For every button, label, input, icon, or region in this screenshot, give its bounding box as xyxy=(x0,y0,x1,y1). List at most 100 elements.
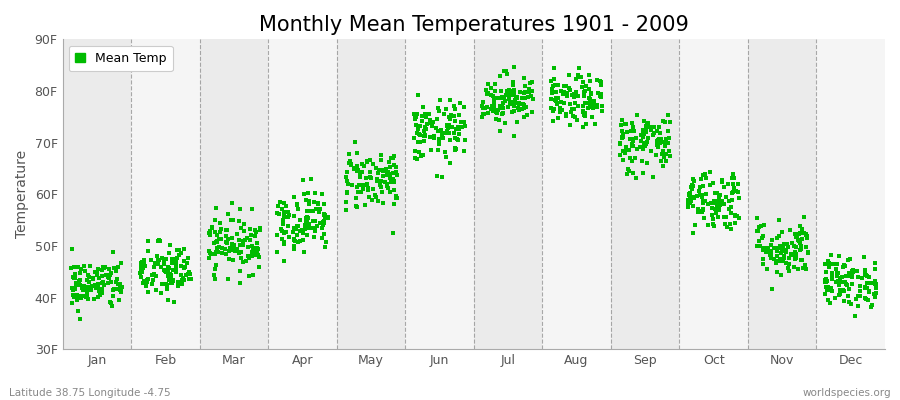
Point xyxy=(637,131,652,138)
Point xyxy=(825,276,840,283)
Point xyxy=(207,229,221,235)
Point xyxy=(860,280,874,286)
Point xyxy=(241,244,256,250)
Point xyxy=(818,278,832,285)
Point xyxy=(760,245,774,252)
Point xyxy=(724,225,738,232)
Point xyxy=(585,98,599,104)
Point xyxy=(554,88,568,94)
Point xyxy=(571,72,585,78)
Point xyxy=(508,100,522,106)
Point xyxy=(143,257,157,264)
Point xyxy=(713,201,727,208)
Point xyxy=(550,101,564,107)
Point xyxy=(282,234,296,240)
Point xyxy=(788,244,803,250)
Point xyxy=(102,266,116,272)
Point xyxy=(630,112,644,118)
Point xyxy=(164,280,178,286)
Point xyxy=(300,214,314,220)
Point xyxy=(308,218,322,224)
Point xyxy=(845,270,859,276)
Point xyxy=(440,121,454,128)
Point xyxy=(208,262,222,268)
Point xyxy=(411,130,426,137)
Point xyxy=(793,222,807,229)
Point xyxy=(342,150,356,157)
Point xyxy=(311,201,326,207)
Point xyxy=(818,284,832,290)
Point xyxy=(487,98,501,105)
Point xyxy=(717,184,732,190)
Point xyxy=(356,183,371,189)
Point xyxy=(524,93,538,99)
Point xyxy=(316,219,330,226)
Point xyxy=(487,104,501,110)
Point xyxy=(321,215,336,221)
Point xyxy=(276,214,291,220)
Point xyxy=(756,247,770,254)
Point xyxy=(225,217,239,224)
Point xyxy=(659,151,673,157)
Point xyxy=(727,213,742,220)
Point xyxy=(295,230,310,236)
Point xyxy=(273,199,287,206)
Point xyxy=(182,269,196,275)
Point xyxy=(842,273,856,279)
Point xyxy=(503,92,517,98)
Point xyxy=(868,278,882,284)
Point xyxy=(587,98,601,104)
Point xyxy=(97,265,112,272)
Point xyxy=(305,225,320,232)
Point xyxy=(584,114,598,120)
Point xyxy=(706,180,720,187)
Point xyxy=(687,195,701,201)
Point xyxy=(774,248,788,254)
Point xyxy=(613,152,627,158)
Point xyxy=(240,253,255,259)
Point xyxy=(794,246,808,252)
Point xyxy=(175,276,189,283)
Point xyxy=(384,179,399,186)
Point xyxy=(720,224,734,230)
Point xyxy=(583,101,598,108)
Point xyxy=(626,136,641,143)
Point xyxy=(381,185,395,192)
Point xyxy=(562,72,576,78)
Point xyxy=(277,230,292,236)
Point xyxy=(314,225,328,232)
Point xyxy=(703,182,717,188)
Point xyxy=(158,268,172,274)
Point xyxy=(244,232,258,238)
Point xyxy=(82,279,96,286)
Point xyxy=(413,123,428,129)
Point xyxy=(72,277,86,284)
Point xyxy=(590,104,605,110)
Point xyxy=(443,136,457,143)
Point xyxy=(344,162,358,169)
Point xyxy=(500,70,514,77)
Point xyxy=(105,287,120,293)
Point xyxy=(148,273,163,280)
Point xyxy=(80,284,94,290)
Point xyxy=(243,226,257,232)
Point xyxy=(175,280,189,287)
Point xyxy=(94,266,109,273)
Point xyxy=(725,190,740,196)
Point xyxy=(387,178,401,185)
Point xyxy=(763,242,778,248)
Point xyxy=(785,239,799,246)
Point xyxy=(435,132,449,138)
Point xyxy=(682,190,697,197)
Point xyxy=(507,90,521,96)
Point xyxy=(765,236,779,243)
Point xyxy=(385,170,400,177)
Point xyxy=(487,105,501,112)
Point xyxy=(313,206,328,212)
Point xyxy=(693,184,707,190)
Point xyxy=(389,195,403,202)
Point xyxy=(359,158,374,164)
Point xyxy=(795,226,809,232)
Point xyxy=(848,312,862,319)
Point xyxy=(375,168,390,174)
